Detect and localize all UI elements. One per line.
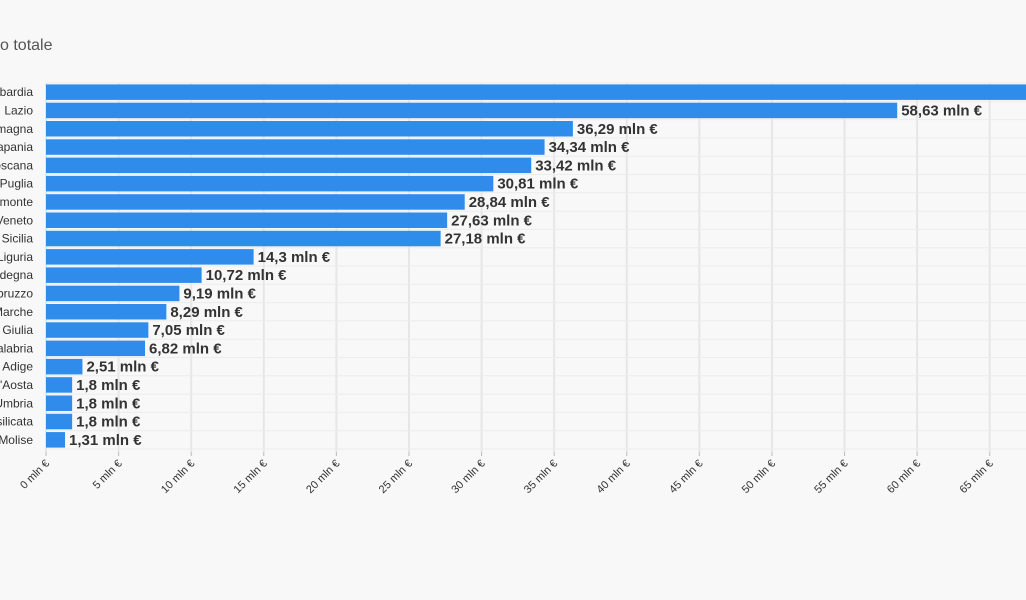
x-tick-label-0: 0 mln € — [18, 458, 52, 492]
value-label-18: 1,8 mln € — [76, 414, 141, 431]
category-label-3: apania — [0, 140, 33, 154]
bar-9 — [46, 249, 254, 265]
x-tick-label-5: 25 mln € — [377, 458, 415, 496]
value-label-2: 36,29 mln € — [577, 121, 659, 138]
bar-0 — [46, 84, 1026, 100]
x-tick-label-12: 60 mln € — [885, 458, 923, 496]
bar-16 — [46, 377, 73, 393]
x-tick-label-13: 65 mln € — [957, 458, 995, 496]
x-tick-label-2: 10 mln € — [159, 458, 197, 496]
grid-lines — [45, 82, 1026, 452]
category-label-8: Sicilia — [2, 232, 34, 246]
x-tick-label-4: 20 mln € — [304, 458, 342, 496]
bar-6 — [46, 194, 465, 210]
value-label-3: 34,34 mln € — [549, 139, 631, 156]
value-label-15: 2,51 mln € — [86, 359, 159, 376]
category-label-11: bruzzo — [0, 286, 33, 300]
bar-4 — [46, 157, 532, 174]
value-label-7: 27,63 mln € — [451, 212, 533, 229]
value-label-5: 30,81 mln € — [497, 176, 579, 193]
category-label-17: Umbria — [0, 396, 33, 410]
category-label-14: alabria — [0, 341, 33, 355]
value-label-1: 58,63 mln € — [901, 102, 983, 119]
category-label-19: Molise — [0, 433, 33, 447]
bar-18 — [46, 413, 73, 430]
category-label-13: Giulia — [2, 323, 33, 337]
x-tick-label-7: 35 mln € — [522, 458, 560, 496]
x-tick-label-1: 5 mln € — [91, 458, 125, 492]
value-label-19: 1,31 mln € — [69, 432, 142, 449]
value-label-17: 1,8 mln € — [76, 395, 141, 412]
value-label-16: 1,8 mln € — [76, 377, 141, 394]
category-label-4: oscana — [0, 158, 33, 172]
value-label-8: 27,18 mln € — [445, 231, 527, 248]
x-tick-label-10: 50 mln € — [740, 458, 778, 496]
chart-title: o totale — [0, 37, 53, 54]
value-label-13: 7,05 mln € — [152, 322, 225, 339]
bar-8 — [46, 230, 441, 247]
bar-14 — [46, 340, 146, 357]
bar-11 — [46, 285, 180, 302]
category-label-6: monte — [0, 195, 33, 209]
x-tick-label-8: 40 mln € — [595, 458, 633, 496]
x-tick-label-6: 30 mln € — [449, 458, 487, 496]
category-label-15: Adige — [2, 360, 33, 374]
bar-12 — [46, 304, 167, 320]
bar-1 — [46, 102, 898, 119]
category-label-5: Puglia — [0, 177, 33, 191]
x-axis: 0 mln € 5 mln € 10 mln € 15 mln € 20 mln € 25… — [18, 452, 996, 496]
value-label-14: 6,82 mln € — [149, 340, 222, 357]
category-label-12: Marche — [0, 305, 33, 319]
x-tick-label-9: 45 mln € — [667, 458, 705, 496]
labels: bardia Lazio 58,63 mln € magna 36,29 mln € ap… — [0, 85, 983, 449]
bar-7 — [46, 212, 448, 228]
category-label-7: Veneto — [0, 213, 33, 227]
bar-15 — [46, 358, 83, 375]
value-label-10: 10,72 mln € — [206, 267, 288, 284]
category-label-9: Liguria — [0, 250, 33, 264]
bar-2 — [46, 121, 573, 137]
value-label-9: 14,3 mln € — [258, 249, 331, 266]
value-label-4: 33,42 mln € — [535, 157, 617, 174]
bar-19 — [46, 432, 66, 448]
bar-13 — [46, 322, 149, 338]
bar-5 — [46, 175, 494, 192]
value-label-12: 8,29 mln € — [170, 304, 243, 321]
x-tick-label-11: 55 mln € — [812, 458, 850, 496]
value-label-6: 28,84 mln € — [469, 194, 551, 211]
x-tick-label-3: 15 mln € — [232, 458, 270, 496]
bar-10 — [46, 267, 202, 283]
bar-3 — [46, 139, 545, 155]
category-label-1: Lazio — [4, 103, 33, 117]
bars — [46, 84, 1026, 448]
bar-17 — [46, 395, 73, 411]
category-label-16: 'Aosta — [0, 378, 33, 392]
category-label-0: bardia — [0, 85, 33, 99]
category-label-2: magna — [0, 122, 33, 136]
value-label-11: 9,19 mln € — [183, 285, 256, 302]
category-label-18: silicata — [0, 415, 33, 429]
category-label-10: degna — [0, 268, 33, 282]
